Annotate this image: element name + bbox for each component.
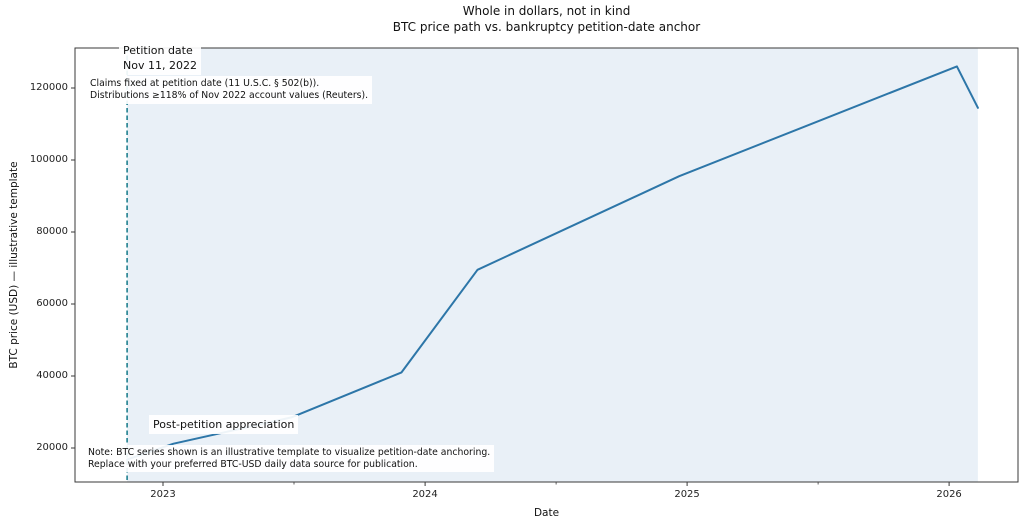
data-source-note: Note: BTC series shown is an illustrativ… <box>84 445 495 472</box>
x-axis-tick-label: 2023 <box>150 489 176 500</box>
y-axis-tick-label: 20000 <box>36 442 68 453</box>
claims-fixed-annotation: Claims fixed at petition date (11 U.S.C.… <box>86 76 373 104</box>
axes-spines <box>74 47 1019 483</box>
post-petition-shaded-region <box>127 48 978 482</box>
data-source-note-line2: Replace with your preferred BTC-USD dail… <box>88 458 418 470</box>
x-axis-label: Date <box>533 507 560 519</box>
y-axis-label: BTC price (USD) — illustrative template <box>8 161 20 369</box>
x-axis-tick-label: 2026 <box>936 489 962 500</box>
claims-fixed-annotation-line1: Claims fixed at petition date (11 U.S.C.… <box>90 78 320 89</box>
x-axis-tick-label: 2025 <box>674 489 700 500</box>
petition-date-annotation-date: Nov 11, 2022 <box>123 58 197 72</box>
x-axis-tick-label: 2024 <box>412 489 438 500</box>
y-axis-tick-label: 120000 <box>29 81 68 93</box>
claims-fixed-annotation-line2: Distributions ≥118% of Nov 2022 account … <box>90 90 369 101</box>
chart-title: Whole in dollars, not in kind <box>462 4 631 18</box>
btc-price-line <box>126 65 979 461</box>
y-axis-tick-label: 40000 <box>36 370 68 381</box>
y-axis-tick-label: 80000 <box>36 226 68 237</box>
data-source-note-line1: Note: BTC series shown is an illustrativ… <box>88 447 491 458</box>
petition-date-annotation: Petition date Nov 11, 2022 <box>119 42 201 75</box>
chart-subtitle: BTC price path vs. bankruptcy petition-d… <box>392 20 701 34</box>
petition-date-annotation-title: Petition date <box>123 44 193 57</box>
post-petition-appreciation-label: Post-petition appreciation <box>149 415 299 434</box>
y-axis-tick-label: 60000 <box>36 298 68 309</box>
y-axis-tick-label: 100000 <box>29 154 68 165</box>
